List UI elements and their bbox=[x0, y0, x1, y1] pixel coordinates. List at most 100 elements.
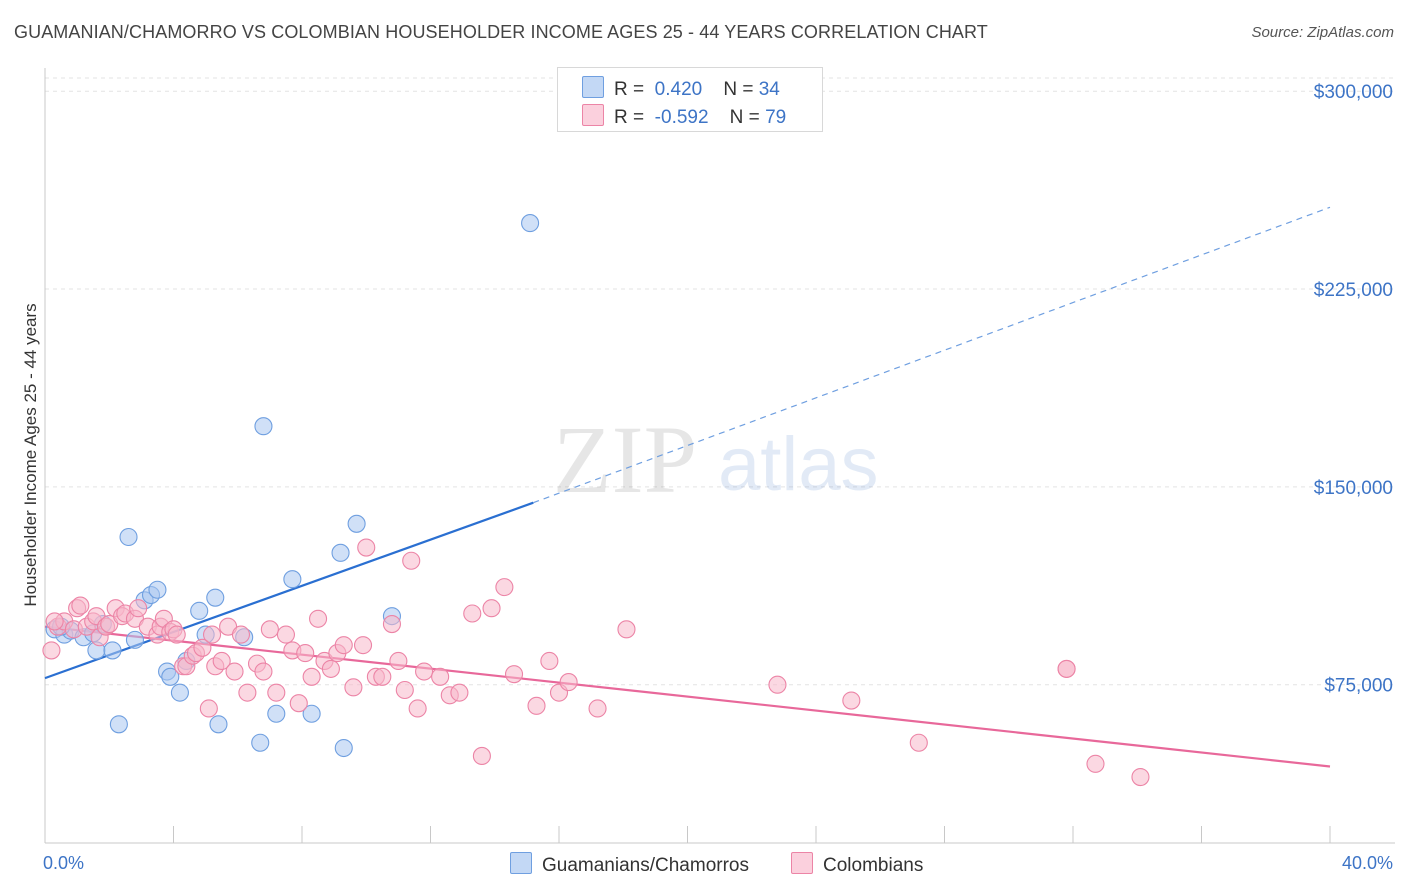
series-label-guamanian: Guamanians/Chamorros bbox=[542, 855, 749, 876]
data-point bbox=[395, 680, 414, 700]
y-tick-label: $150,000 bbox=[1314, 478, 1393, 499]
data-point bbox=[334, 738, 353, 758]
data-point bbox=[302, 667, 321, 686]
series-swatch-blue bbox=[510, 852, 532, 874]
legend-r-label: R = bbox=[614, 107, 645, 128]
data-point bbox=[302, 704, 321, 723]
data-point bbox=[309, 609, 328, 628]
data-point bbox=[495, 578, 514, 597]
y-tick-label: $225,000 bbox=[1314, 280, 1393, 301]
legend-n-label: N = bbox=[729, 107, 760, 128]
data-point bbox=[267, 683, 286, 702]
data-point bbox=[103, 641, 122, 660]
data-point bbox=[225, 662, 244, 681]
chart-title: GUAMANIAN/CHAMORRO VS COLOMBIAN HOUSEHOL… bbox=[14, 22, 988, 42]
trend-lines bbox=[44, 206, 1331, 768]
series-label-colombian: Colombians bbox=[823, 855, 924, 876]
y-tick-label: $300,000 bbox=[1314, 82, 1393, 103]
data-point bbox=[1131, 768, 1150, 787]
axes bbox=[44, 68, 1395, 844]
data-point bbox=[170, 683, 189, 702]
data-point bbox=[373, 667, 392, 686]
data-point bbox=[321, 659, 340, 678]
data-point bbox=[260, 620, 279, 639]
data-point bbox=[450, 683, 469, 702]
y-axis-title: Householder Income Ages 25 - 44 years bbox=[21, 303, 40, 606]
data-point bbox=[199, 699, 218, 718]
data-point bbox=[119, 527, 138, 547]
data-point bbox=[389, 651, 408, 671]
data-point bbox=[251, 733, 270, 752]
data-point bbox=[463, 604, 482, 623]
data-point bbox=[42, 641, 61, 660]
data-point bbox=[71, 596, 90, 615]
data-point bbox=[283, 570, 302, 589]
x-tick-labels: 0.0% 40.0% bbox=[43, 853, 1393, 873]
data-point bbox=[527, 696, 546, 715]
data-point bbox=[334, 636, 353, 655]
data-point bbox=[206, 588, 225, 607]
data-point bbox=[353, 636, 373, 655]
data-point bbox=[190, 601, 209, 620]
data-point bbox=[415, 662, 434, 681]
data-point bbox=[254, 417, 273, 436]
data-point bbox=[212, 651, 231, 671]
data-point bbox=[167, 625, 186, 644]
data-point bbox=[768, 675, 787, 694]
x-tick-label-end: 40.0% bbox=[1342, 853, 1393, 873]
watermark: ZIP atlas bbox=[553, 406, 879, 513]
data-point bbox=[331, 543, 350, 562]
data-point bbox=[129, 599, 148, 618]
legend-swatch-blue bbox=[582, 76, 604, 98]
data-point bbox=[347, 514, 366, 533]
correlation-legend: R = 0.420 N = 34 R = -0.592 N = 79 bbox=[557, 67, 823, 132]
legend-r-value-guamanian: 0.420 bbox=[654, 79, 703, 100]
data-point bbox=[289, 694, 308, 713]
data-point bbox=[148, 580, 167, 599]
watermark-atlas: atlas bbox=[718, 422, 879, 507]
legend-swatch-pink bbox=[582, 104, 604, 126]
data-point bbox=[344, 678, 363, 697]
data-point bbox=[617, 620, 636, 639]
data-point bbox=[238, 683, 257, 702]
source-label: Source: ZipAtlas.com bbox=[1251, 24, 1394, 41]
data-point bbox=[161, 667, 180, 686]
data-point bbox=[45, 612, 64, 631]
legend-row-colombian: R = -0.592 N = 79 bbox=[582, 104, 786, 128]
y-tick-labels: $75,000 $150,000 $225,000 $300,000 bbox=[1314, 82, 1393, 697]
data-point bbox=[408, 699, 427, 718]
data-point bbox=[842, 691, 861, 710]
data-point bbox=[296, 644, 315, 663]
data-point bbox=[588, 699, 607, 718]
data-point bbox=[1057, 659, 1076, 678]
data-point bbox=[209, 715, 228, 734]
legend-row-guamanian: R = 0.420 N = 34 bbox=[582, 76, 780, 100]
legend-n-value-guamanian: 34 bbox=[758, 79, 780, 100]
data-point bbox=[231, 625, 251, 644]
trend-line-guamanian bbox=[44, 501, 534, 680]
x-tick-label-start: 0.0% bbox=[43, 853, 84, 873]
series-swatch-pink bbox=[791, 852, 813, 874]
legend-r-label: R = bbox=[614, 79, 645, 100]
series-legend-colombian: Colombians bbox=[791, 852, 923, 877]
data-point bbox=[125, 630, 144, 649]
data-point bbox=[402, 551, 421, 570]
legend-n-value-colombian: 79 bbox=[765, 107, 787, 128]
data-point bbox=[909, 733, 928, 752]
data-point bbox=[254, 662, 273, 681]
data-point bbox=[109, 715, 128, 734]
data-point bbox=[559, 673, 578, 692]
scatter-points bbox=[42, 214, 1150, 787]
data-point bbox=[540, 651, 559, 671]
data-point bbox=[357, 538, 376, 557]
watermark-zip: ZIP bbox=[553, 406, 697, 513]
data-point bbox=[1086, 754, 1105, 773]
data-point bbox=[472, 746, 491, 765]
data-point bbox=[504, 665, 524, 684]
trend-line-colombian bbox=[44, 625, 1331, 768]
data-point bbox=[521, 214, 540, 233]
data-point bbox=[203, 625, 222, 644]
data-point bbox=[431, 667, 450, 686]
legend-r-value-colombian: -0.592 bbox=[654, 107, 709, 128]
